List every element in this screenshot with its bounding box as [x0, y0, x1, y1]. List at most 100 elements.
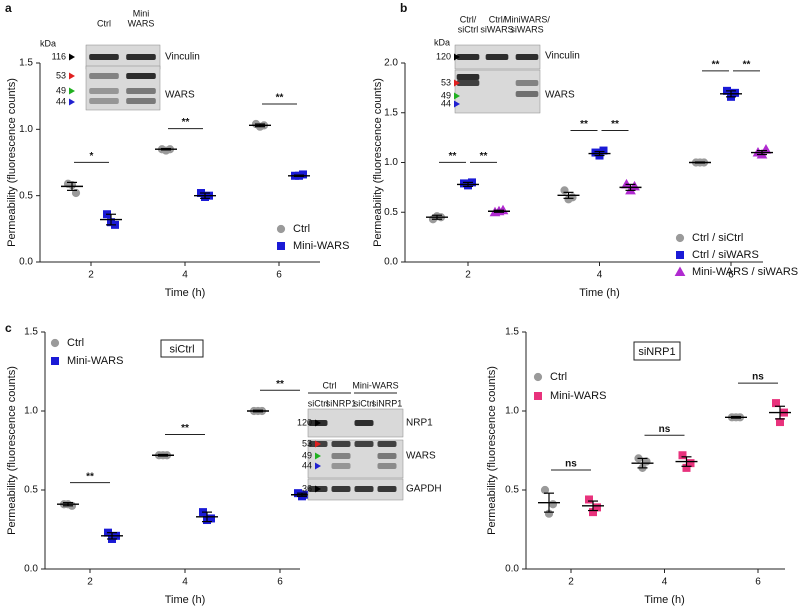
- significance-label: **: [712, 60, 720, 71]
- marker-arrow: [69, 98, 75, 106]
- kda-marker: 53: [302, 438, 312, 448]
- legend-marker: [276, 224, 286, 234]
- legend-label: Ctrl / siCtrl: [692, 232, 743, 244]
- y-tick-label: 1.0: [384, 157, 398, 168]
- legend-label: Ctrl / siWARS: [692, 249, 759, 261]
- blot-band: [331, 441, 351, 447]
- data-point: [548, 500, 558, 509]
- data-point: [686, 459, 695, 468]
- blot-band: [485, 54, 509, 60]
- blot-band: [126, 73, 156, 79]
- data-point: [71, 188, 81, 198]
- lane-label: MiniWARS/: [504, 14, 550, 24]
- protein-label: WARS: [406, 451, 436, 462]
- legend-label: Mini-WARS: [550, 390, 606, 402]
- data-point: [207, 514, 215, 523]
- blot-band: [354, 420, 374, 426]
- lane-label: siCtrl: [308, 398, 329, 408]
- legend-marker: [675, 233, 685, 243]
- kda-label: kDa: [434, 37, 450, 47]
- lane-label: siCtrl: [458, 24, 479, 34]
- data-point: [299, 170, 307, 179]
- y-tick-label: 1.0: [24, 406, 38, 417]
- kda-marker: 49: [302, 450, 312, 460]
- significance-label: **: [480, 151, 488, 162]
- y-tick-label: 0.0: [384, 257, 398, 268]
- blot-band: [89, 73, 119, 79]
- legend-label: Ctrl: [550, 371, 567, 383]
- blot-band: [89, 98, 119, 104]
- marker-arrow: [454, 79, 460, 87]
- protein-label: GAPDH: [406, 484, 442, 495]
- legend-label: Mini-WARS / siWARS: [692, 266, 798, 278]
- x-tick-label: 4: [597, 270, 603, 281]
- blot-band: [377, 463, 397, 469]
- legend-label: Mini-WARS: [67, 355, 123, 367]
- blot-band: [377, 453, 397, 459]
- data-point: [772, 399, 780, 408]
- panel-label: a: [5, 1, 12, 15]
- protein-label: Vinculin: [545, 51, 580, 62]
- blot-band: [515, 54, 539, 60]
- panel-label: c: [5, 321, 12, 335]
- y-tick-label: 1.5: [24, 327, 38, 338]
- kda-marker: 49: [441, 90, 451, 100]
- panel-label: b: [400, 1, 407, 15]
- blot-band: [456, 74, 480, 80]
- significance-label: **: [276, 93, 284, 104]
- blot-band: [126, 54, 156, 60]
- marker-arrow: [315, 440, 321, 448]
- data-point: [629, 180, 640, 191]
- group-label: Mini-WARS: [352, 380, 398, 390]
- data-point: [776, 418, 784, 427]
- legend-marker: [50, 338, 60, 348]
- blot-band: [377, 486, 397, 492]
- x-tick-label: 4: [662, 577, 668, 588]
- blot-band: [377, 441, 397, 447]
- protein-label: Vinculin: [165, 52, 200, 63]
- kda-marker: 53: [441, 77, 451, 87]
- significance-label: **: [449, 151, 457, 162]
- protein-label: NRP1: [406, 418, 433, 429]
- significance-label: **: [182, 117, 190, 128]
- x-tick-label: 6: [755, 577, 761, 588]
- lane-label: siNRP1: [326, 398, 357, 408]
- marker-arrow: [454, 53, 460, 61]
- legend-marker: [277, 242, 285, 250]
- protein-label: WARS: [165, 90, 195, 101]
- lane-label: Ctrl/: [460, 14, 477, 24]
- legend-marker: [534, 392, 542, 400]
- x-axis-label: Time (h): [165, 594, 206, 606]
- blot-band: [354, 486, 374, 492]
- significance-label: ns: [565, 459, 577, 470]
- kda-marker: 36: [302, 483, 312, 493]
- x-tick-label: 4: [182, 270, 188, 281]
- kda-marker: 53: [56, 70, 66, 80]
- x-tick-label: 2: [88, 270, 94, 281]
- kda-marker: 44: [441, 98, 451, 108]
- significance-label: **: [580, 119, 588, 130]
- y-tick-label: 0.5: [505, 485, 519, 496]
- legend-marker: [676, 251, 684, 259]
- legend-marker: [51, 357, 59, 365]
- y-tick-label: 0.0: [24, 564, 38, 575]
- blot-band: [354, 441, 374, 447]
- marker-arrow: [69, 87, 75, 95]
- condition-label: siNRP1: [638, 346, 675, 358]
- y-axis-label: Permeability (fluorescence counts): [486, 366, 498, 535]
- significance-label: **: [276, 379, 284, 390]
- x-tick-label: 2: [87, 577, 93, 588]
- legend-marker: [533, 372, 543, 382]
- significance-label: **: [86, 471, 94, 482]
- y-tick-label: 1.0: [505, 406, 519, 417]
- blot-band: [89, 88, 119, 94]
- legend-label: Ctrl: [293, 223, 310, 235]
- marker-arrow: [454, 92, 460, 100]
- kda-marker: 44: [56, 96, 66, 106]
- y-tick-label: 0.5: [24, 485, 38, 496]
- blot-band: [515, 91, 539, 97]
- kda-marker: 120: [297, 417, 312, 427]
- blot-band: [89, 54, 119, 60]
- marker-arrow: [315, 485, 321, 493]
- marker-arrow: [315, 462, 321, 470]
